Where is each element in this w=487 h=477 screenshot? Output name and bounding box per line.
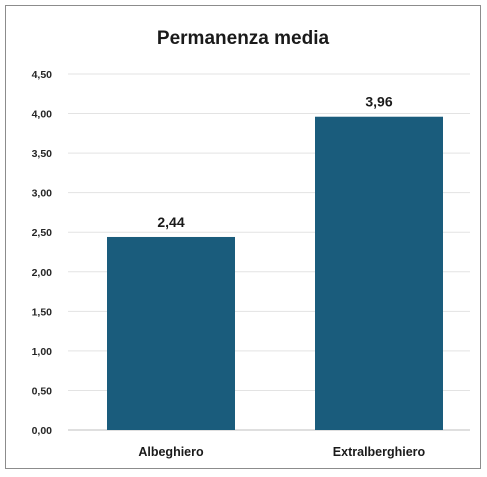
y-tick-label: 1,50 bbox=[32, 306, 53, 318]
y-tick-label: 4,00 bbox=[32, 109, 53, 121]
y-tick-label: 2,00 bbox=[32, 267, 53, 279]
chart-title: Permanenza media bbox=[156, 28, 330, 49]
data-label: 2,44 bbox=[157, 214, 184, 230]
y-tick-label: 3,50 bbox=[32, 148, 53, 160]
bar bbox=[107, 236, 235, 430]
x-tick-label: Extralberghiero bbox=[333, 445, 426, 459]
y-tick-label: 0,50 bbox=[32, 385, 53, 397]
y-tick-label: 3,00 bbox=[32, 188, 53, 200]
y-tick-label: 1,00 bbox=[32, 346, 53, 358]
bar bbox=[315, 116, 443, 430]
y-tick-label: 0,00 bbox=[32, 425, 53, 437]
y-tick-label: 4,50 bbox=[32, 69, 53, 81]
x-tick-label: Albeghiero bbox=[138, 445, 204, 459]
data-label: 3,96 bbox=[365, 94, 392, 110]
y-tick-label: 2,50 bbox=[32, 227, 53, 239]
